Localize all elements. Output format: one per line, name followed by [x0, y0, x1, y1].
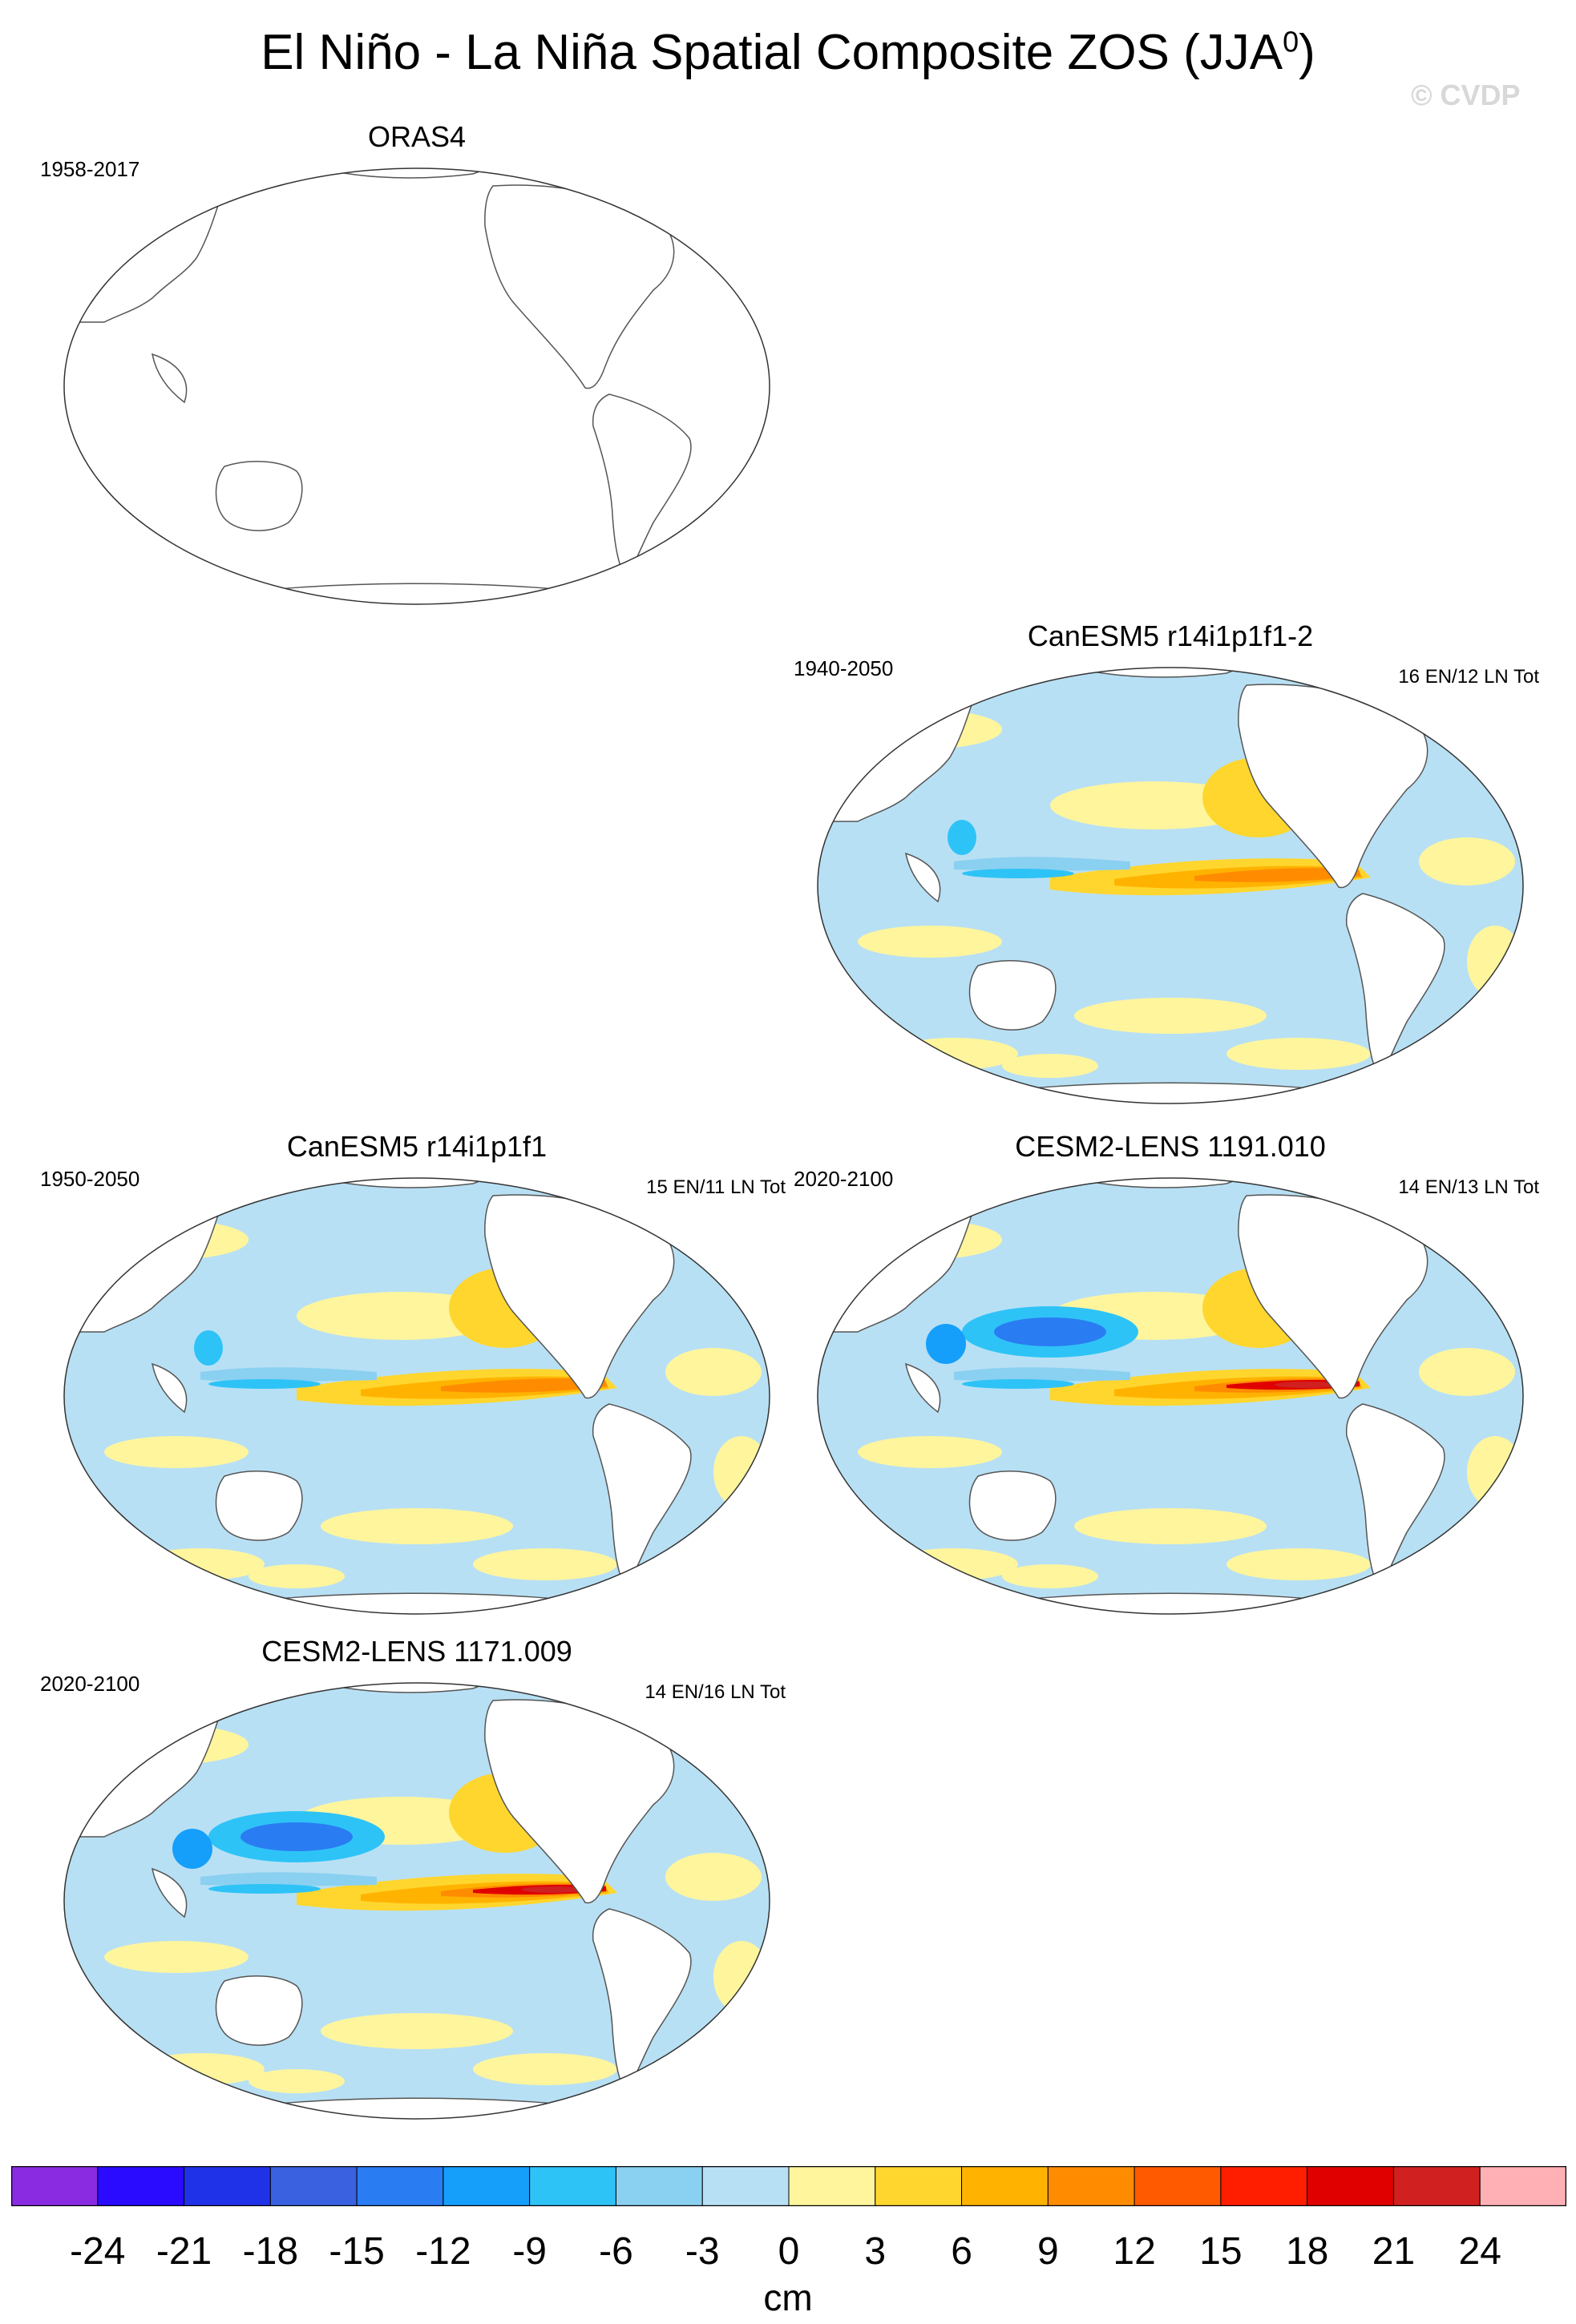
- colorbar-tick-label: 12: [1113, 2230, 1156, 2273]
- colorbar-tick-label: -3: [685, 2230, 720, 2273]
- colorbar-ticks: -24 -21 -18 -15 -12 -9 -6 -3 0 3 6 9 12 15 18 21 24: [11, 2229, 1566, 2278]
- panel-counts: 15 EN/11 LN Tot: [646, 1176, 786, 1198]
- panel-period: 2020-2100: [794, 1167, 894, 1191]
- colorbar-tick-label: -21: [156, 2230, 212, 2273]
- colorbar-tick-label: 24: [1458, 2230, 1501, 2273]
- panel-title: CanESM5 r14i1p1f1: [286, 1130, 548, 1163]
- map-panel-oras4: ORAS4 1958-2017: [40, 120, 794, 605]
- colorbar: [11, 2166, 1566, 2206]
- colorbar-swatch: [1047, 2166, 1135, 2206]
- colorbar-tick-label: -24: [70, 2230, 126, 2273]
- colorbar-swatch: [529, 2166, 616, 2206]
- panel-counts: 16 EN/12 LN Tot: [1398, 666, 1539, 688]
- watermark: © CVDP: [1411, 79, 1521, 111]
- colorbar-tick-label: 3: [864, 2230, 887, 2273]
- panel-period: 1940-2050: [794, 656, 894, 680]
- panel-period: 1950-2050: [40, 1167, 140, 1191]
- colorbar-tick-label: -15: [329, 2230, 385, 2273]
- colorbar-tick-label: 21: [1372, 2230, 1416, 2273]
- panel-title: CanESM5 r14i1p1f1-2: [1027, 619, 1314, 652]
- panel-title: CESM2-LENS 1191.010: [1015, 1130, 1326, 1163]
- colorbar-tick-label: 9: [1037, 2230, 1059, 2273]
- title-close: ): [1299, 25, 1315, 80]
- colorbar-swatch: [269, 2166, 358, 2206]
- colorbar-swatch: [1307, 2166, 1394, 2206]
- colorbar-tick-label: -9: [512, 2230, 547, 2273]
- map-panel-canesm5-r14i1p1f1-2: CanESM5 r14i1p1f1-2 1940-2050 16 EN/12 L…: [794, 619, 1547, 1104]
- colorbar-swatch: [875, 2166, 963, 2206]
- panel-period: 1958-2017: [40, 157, 140, 181]
- colorbar-unit: cm: [763, 2277, 813, 2318]
- world-map: [63, 167, 770, 605]
- colorbar-swatch: [1134, 2166, 1222, 2206]
- colorbar-swatch: [701, 2166, 790, 2206]
- panel-counts: 14 EN/16 LN Tot: [645, 1681, 786, 1703]
- colorbar-tick-label: 15: [1199, 2230, 1243, 2273]
- map-panel-cesm2-lens-1171-009: CESM2-LENS 1171.009 2020-2100 14 EN/16 L…: [40, 1635, 794, 2120]
- figure-title: El Niño - La Niña Spatial Composite ZOS …: [0, 24, 1576, 81]
- colorbar-tick-label: -6: [599, 2230, 633, 2273]
- panel-title: ORAS4: [367, 120, 467, 153]
- colorbar-swatch: [961, 2166, 1049, 2206]
- colorbar-tick-label: 0: [778, 2230, 800, 2273]
- map-panel-cesm2-lens-1191-010: CESM2-LENS 1191.010 2020-2100 14 EN/13 L…: [794, 1130, 1547, 1615]
- colorbar-swatch: [788, 2166, 876, 2206]
- colorbar-tick-label: -18: [242, 2230, 299, 2273]
- colorbar-swatch: [1220, 2166, 1308, 2206]
- colorbar-tick-label: 6: [951, 2230, 972, 2273]
- colorbar-swatch: [184, 2166, 271, 2206]
- colorbar-swatch: [615, 2166, 703, 2206]
- panel-period: 2020-2100: [40, 1672, 140, 1696]
- world-map: [817, 1177, 1524, 1615]
- colorbar-swatch: [1479, 2166, 1566, 2206]
- title-superscript: 0: [1283, 25, 1299, 59]
- world-map: [63, 1177, 770, 1615]
- colorbar-swatch: [442, 2166, 531, 2206]
- colorbar-swatch: [97, 2166, 185, 2206]
- colorbar-tick-label: -12: [415, 2230, 471, 2273]
- title-text: El Niño - La Niña Spatial Composite ZOS …: [261, 25, 1283, 80]
- world-map: [817, 667, 1524, 1104]
- colorbar-swatch: [11, 2166, 99, 2206]
- world-map: [63, 1682, 770, 2120]
- map-panel-canesm5-r14i1p1f1: CanESM5 r14i1p1f1 1950-2050 15 EN/11 LN …: [40, 1130, 794, 1615]
- colorbar-swatch: [1392, 2166, 1481, 2206]
- colorbar-swatch: [356, 2166, 444, 2206]
- panel-title: CESM2-LENS 1171.009: [261, 1635, 572, 1668]
- panel-counts: 14 EN/13 LN Tot: [1398, 1176, 1539, 1198]
- colorbar-tick-label: 18: [1285, 2230, 1329, 2273]
